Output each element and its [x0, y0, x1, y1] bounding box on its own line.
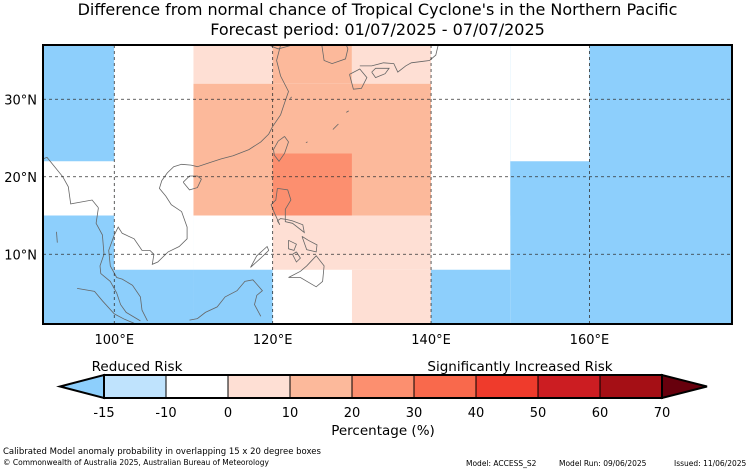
increased-risk-label: Significantly Increased Risk — [427, 359, 612, 375]
risk-cell — [272, 269, 352, 324]
colorbar-tick-label: 0 — [224, 406, 232, 421]
risk-cell — [431, 215, 511, 270]
colorbar-tick-label: 40 — [468, 406, 485, 421]
coastline-segment — [108, 44, 289, 322]
colorbar-bin — [537, 374, 601, 399]
colorbar-over-arrow — [661, 373, 708, 400]
colorbar-bin — [165, 374, 229, 399]
coastline-segment — [288, 239, 297, 251]
coastline-segment — [77, 288, 135, 324]
issued-date: Issued: 11/06/2025 — [674, 459, 747, 468]
map-axes: 100°E 120°E 140°E 160°E 10°N 20°N 30°N — [4, 93, 609, 348]
colorbar-bin — [413, 374, 477, 399]
risk-cell — [272, 215, 432, 270]
risk-cell — [114, 161, 194, 216]
coastline-segment — [182, 175, 202, 191]
colorbar-tick-label: -10 — [155, 406, 176, 421]
coastline-segment — [321, 44, 349, 65]
colorbar: -15 -10 0 10 20 30 40 50 60 70 Reduced Risk Signifi… — [56, 359, 708, 439]
coastline-segment — [291, 251, 301, 263]
copyright: © Commonwealth of Australia 2025, Austra… — [3, 458, 269, 467]
colorbar-tick-label: 30 — [406, 406, 423, 421]
lat-tick-label: 10°N — [4, 248, 37, 263]
coastline-segment — [288, 255, 325, 288]
coastline-segment — [349, 68, 368, 90]
coastline-segment — [305, 141, 308, 144]
chart-title: Difference from normal chance of Tropica… — [77, 0, 678, 19]
colorbar-under-arrow — [56, 373, 105, 400]
risk-cell — [114, 45, 194, 84]
colorbar-tick-label: 10 — [282, 406, 299, 421]
coastline-segment — [371, 67, 390, 79]
graticule — [43, 45, 732, 324]
colorbar-tick-label: 60 — [592, 406, 609, 421]
coastline-segment — [359, 44, 439, 73]
risk-cell — [193, 269, 273, 324]
coastline-segment — [250, 245, 270, 268]
coastline-segment — [56, 231, 58, 243]
colorbar-unit-label: Percentage (%) — [331, 423, 435, 439]
coastline — [42, 44, 439, 324]
coastline-segment — [273, 136, 289, 162]
coastline-segment — [301, 236, 318, 253]
lon-tick-label: 140°E — [411, 333, 451, 348]
coastline-segment — [332, 123, 339, 130]
risk-cell — [351, 45, 432, 84]
coastline-segment — [42, 156, 99, 209]
colorbar-tick-label: 50 — [530, 406, 547, 421]
coastline-segment — [289, 96, 292, 99]
model-run: Model Run: 09/06/2025 — [559, 459, 647, 468]
map-frame — [42, 44, 733, 325]
colorbar-bin — [103, 374, 167, 399]
colorbar-bin — [289, 374, 353, 399]
coastline-segment — [346, 110, 349, 113]
risk-cell — [193, 45, 273, 84]
colorbar-bin — [351, 374, 415, 399]
colorbar-bin — [475, 374, 539, 399]
lon-tick-label: 160°E — [570, 333, 610, 348]
lon-tick-label: 100°E — [95, 333, 135, 348]
risk-cells — [43, 45, 732, 324]
forecast-period: Forecast period: 01/07/2025 - 07/07/2025 — [210, 20, 545, 39]
colorbar-tick-label: -15 — [93, 406, 114, 421]
lat-tick-label: 20°N — [4, 171, 37, 186]
colorbar-tick-label: 20 — [344, 406, 361, 421]
risk-cell — [351, 269, 432, 324]
colorbar-bin — [599, 374, 663, 399]
risk-cell — [510, 45, 590, 162]
risk-cell — [43, 161, 115, 216]
reduced-risk-label: Reduced Risk — [92, 359, 183, 375]
footnote: Calibrated Model anomaly probability in … — [3, 447, 321, 457]
risk-cell — [272, 45, 352, 84]
lat-tick-label: 30°N — [4, 93, 37, 108]
coastline-segment — [95, 207, 141, 322]
lon-tick-label: 120°E — [253, 333, 293, 348]
coastline-segment — [189, 279, 263, 321]
risk-cell — [272, 153, 352, 216]
colorbar-bin — [227, 374, 291, 399]
colorbar-tick-label: 70 — [654, 406, 671, 421]
model-name: Model: ACCESS_S2 — [466, 459, 537, 468]
risk-cell — [114, 215, 194, 270]
